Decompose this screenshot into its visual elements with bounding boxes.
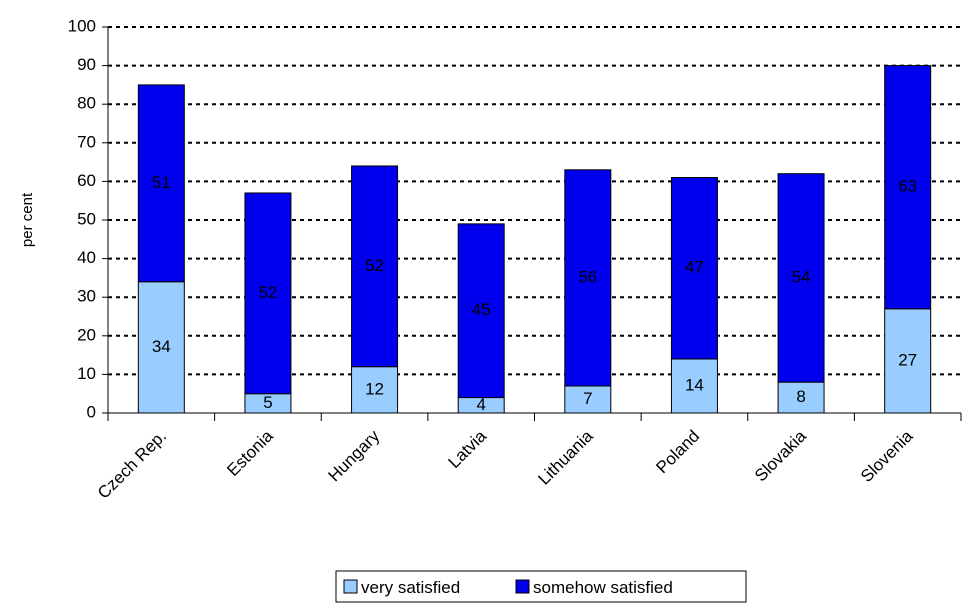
bar-segment xyxy=(884,308,932,414)
data-label: 45 xyxy=(472,300,491,319)
legend-swatch-very-satisfied xyxy=(343,579,358,594)
y-tick-label: 40 xyxy=(77,248,96,267)
x-category-label: Poland xyxy=(652,426,703,477)
data-label: 14 xyxy=(685,375,704,394)
data-label: 5 xyxy=(263,393,272,412)
data-label: 47 xyxy=(685,258,704,277)
bar-segment xyxy=(777,381,825,414)
x-category-label: Hungary xyxy=(325,426,384,485)
data-labels: 34 51 5 52 12 52 4 45 7 56 14 47 8 54 27 63 xyxy=(152,173,917,414)
bar-segment xyxy=(670,177,718,360)
axes: 0 10 20 30 40 50 60 70 80 90 100 Czech Rep. Estonia H… xyxy=(68,16,962,503)
data-label: 27 xyxy=(898,350,917,369)
legend-swatch-somehow-satisfied xyxy=(515,579,530,594)
y-tick-label: 50 xyxy=(77,209,96,228)
bars xyxy=(137,65,932,414)
data-label: 52 xyxy=(258,283,277,302)
x-category-label: Lithuania xyxy=(534,426,597,489)
y-tick-label: 0 xyxy=(87,402,96,421)
y-tick-label: 30 xyxy=(77,287,96,306)
y-tick-label: 20 xyxy=(77,325,96,344)
y-tick-label: 60 xyxy=(77,171,96,190)
data-label: 34 xyxy=(152,337,171,356)
data-label: 52 xyxy=(365,256,384,275)
data-label: 8 xyxy=(796,387,805,406)
x-category-label: Czech Rep. xyxy=(94,426,170,502)
bar-segment xyxy=(351,366,399,414)
data-label: 4 xyxy=(476,395,485,414)
y-tick-label: 90 xyxy=(77,55,96,74)
legend: very satisfied somehow satisfied xyxy=(335,570,747,603)
bar-segment xyxy=(351,165,399,368)
data-label: 56 xyxy=(578,267,597,286)
bar-segment xyxy=(564,385,612,414)
bar-segment xyxy=(137,84,185,283)
gridlines xyxy=(108,26,961,376)
bar-segment xyxy=(457,223,505,399)
bar-segment xyxy=(564,169,612,387)
bar-segment xyxy=(137,281,185,414)
legend-frame xyxy=(335,570,747,603)
y-tick-label: 100 xyxy=(68,16,96,35)
y-tick-label: 80 xyxy=(77,94,96,113)
legend-label-somehow-satisfied: somehow satisfied xyxy=(533,578,673,597)
data-label: 7 xyxy=(583,389,592,408)
y-tick-label: 70 xyxy=(77,132,96,151)
x-category-label: Slovenia xyxy=(857,426,917,486)
bar-segment xyxy=(777,173,825,383)
x-category-label: Estonia xyxy=(223,426,277,480)
bar-segment xyxy=(670,358,718,414)
x-category-label: Latvia xyxy=(444,426,490,472)
data-label: 63 xyxy=(898,177,917,196)
y-axis-title: per cent xyxy=(19,192,36,247)
bar-segment xyxy=(244,192,292,395)
x-category-label: Slovakia xyxy=(751,426,810,485)
legend-label-very-satisfied: very satisfied xyxy=(361,578,460,597)
data-label: 54 xyxy=(792,267,811,286)
data-label: 51 xyxy=(152,173,171,192)
y-tick-label: 10 xyxy=(77,364,96,383)
data-label: 12 xyxy=(365,379,384,398)
bar-segment xyxy=(884,65,932,310)
